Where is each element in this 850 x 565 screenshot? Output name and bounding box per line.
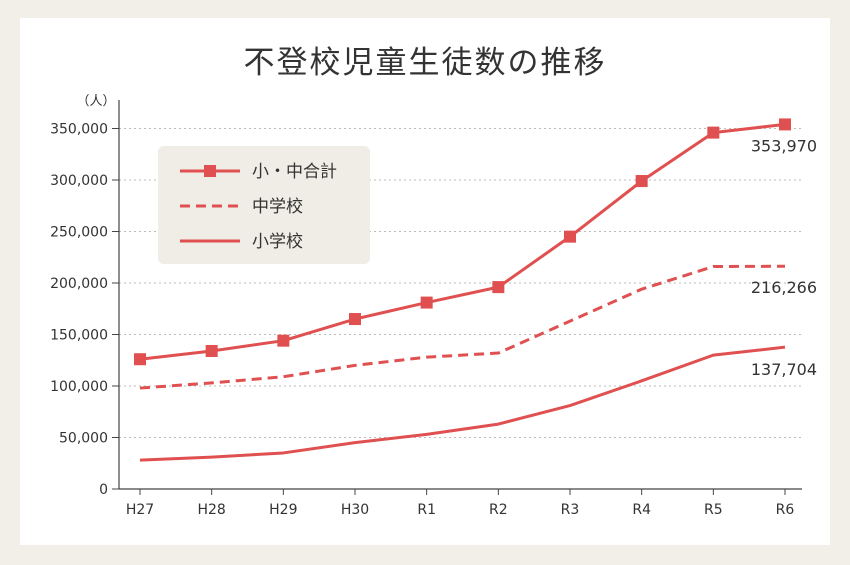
- x-tick-label: R4: [632, 502, 651, 518]
- data-point: [420, 296, 433, 309]
- series-line: [139, 345, 786, 462]
- y-tick-label: 200,000: [50, 276, 108, 292]
- y-tick-label: 0: [99, 482, 108, 498]
- data-point: [349, 313, 361, 326]
- chart-title: 不登校児童生徒数の推移: [244, 45, 607, 81]
- x-tick-label: R5: [704, 502, 723, 518]
- end-value-label: 353,970: [751, 136, 817, 155]
- x-tick-label: R3: [561, 502, 580, 518]
- x-tick-label: H27: [126, 502, 154, 518]
- x-tick-label: R6: [776, 502, 795, 518]
- x-tick-label: R2: [489, 502, 508, 518]
- x-tick-label: H29: [269, 502, 297, 518]
- line-chart: 不登校児童生徒数の推移 （人） 0 50,000 100,000 150,000 200…: [50, 45, 817, 518]
- data-point: [779, 118, 791, 131]
- y-tick-label: 350,000: [50, 122, 108, 138]
- legend-label: 中学校: [252, 197, 303, 217]
- x-tick-label: H30: [341, 502, 369, 518]
- x-tick-label: H28: [197, 502, 225, 518]
- y-tick-label: 50,000: [59, 431, 108, 447]
- chart-card: 不登校児童生徒数の推移 （人） 0 50,000 100,000 150,000 200…: [20, 18, 830, 545]
- x-tick-labels: H27 H28 H29 H30 R1 R2 R3 R4 R5 R6: [126, 489, 795, 518]
- y-tick-labels: 0 50,000 100,000 150,000 200,000 250,000 300,0…: [50, 122, 119, 498]
- y-axis-unit: （人）: [76, 94, 115, 109]
- x-tick-label: R1: [417, 502, 436, 518]
- y-tick-label: 150,000: [50, 328, 108, 344]
- data-point: [205, 344, 218, 357]
- data-point: [492, 281, 505, 294]
- y-tick-label: 250,000: [50, 225, 108, 241]
- data-point: [635, 175, 648, 188]
- legend-marker: [204, 165, 216, 177]
- gridlines: [119, 128, 802, 438]
- end-value-label: 216,266: [751, 278, 817, 297]
- series-line: [139, 122, 786, 361]
- end-labels: 353,970 216,266 137,704: [751, 136, 817, 379]
- data-point: [707, 126, 720, 139]
- y-tick-label: 100,000: [50, 379, 108, 395]
- legend-label: 小・中合計: [252, 162, 337, 182]
- data-point: [564, 230, 576, 243]
- series-group: [134, 118, 791, 462]
- series-line: [139, 264, 786, 390]
- end-value-label: 137,704: [751, 360, 817, 379]
- legend-label: 小学校: [252, 232, 303, 252]
- y-tick-label: 300,000: [50, 173, 108, 189]
- data-point: [277, 334, 290, 347]
- axes: [118, 100, 802, 490]
- data-point: [134, 353, 146, 366]
